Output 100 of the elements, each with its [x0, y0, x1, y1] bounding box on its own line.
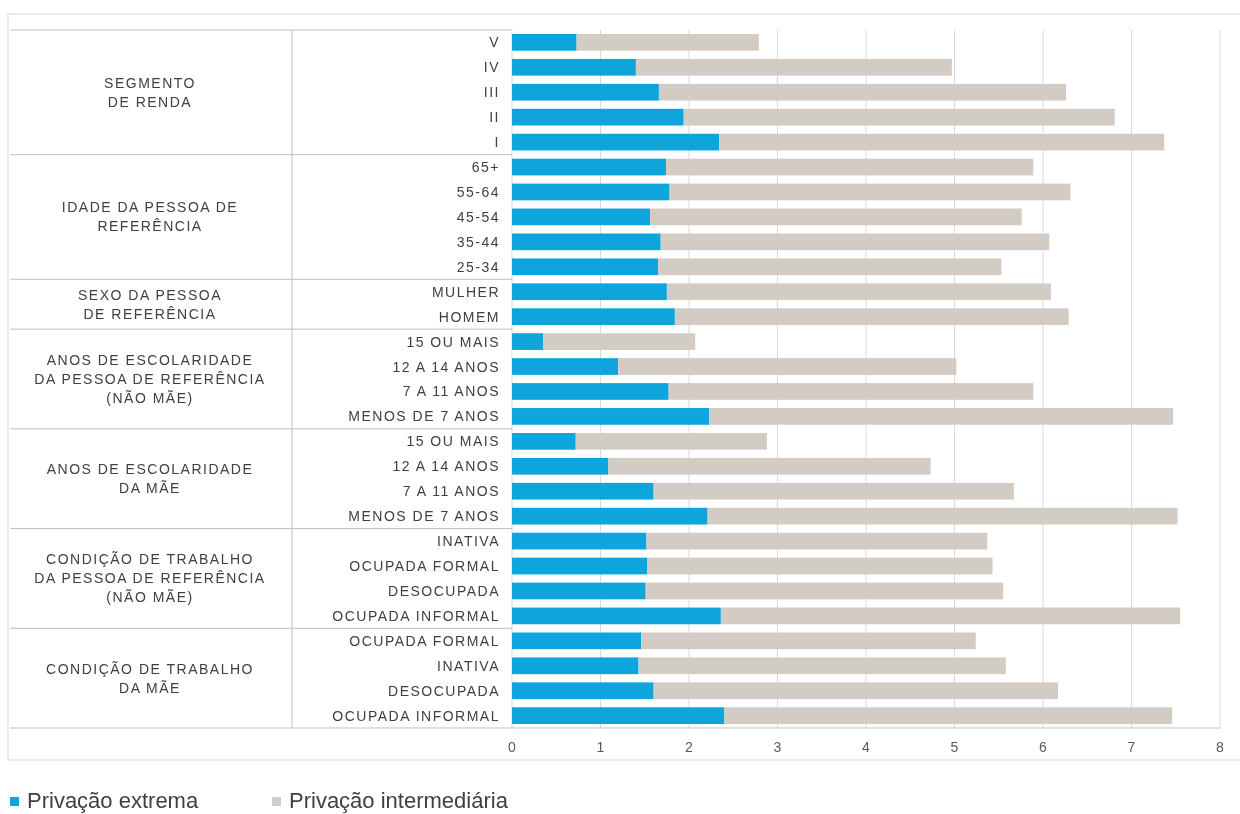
bar — [512, 532, 647, 550]
bar — [512, 607, 721, 625]
y-tick-label: I — [494, 134, 500, 151]
bar — [512, 408, 710, 425]
legend-label: Privação extrema — [27, 788, 199, 813]
y-tick-label: OCUPADA FORMAL — [349, 558, 500, 575]
bar — [608, 457, 931, 475]
bar — [647, 557, 993, 575]
bar — [512, 358, 619, 375]
x-tick-label: 8 — [1216, 739, 1225, 755]
x-tick-label: 1 — [596, 739, 605, 755]
bar — [645, 582, 1004, 600]
bar — [512, 383, 669, 400]
bar — [512, 58, 636, 76]
y-tick-label: 15 OU MAIS — [406, 333, 500, 350]
bar — [719, 133, 1165, 151]
x-tick-label: 7 — [1127, 739, 1136, 755]
bar — [512, 158, 666, 176]
y-tick-label: II — [489, 109, 500, 126]
y-tick-label: DESOCUPADA — [388, 682, 500, 699]
bar — [575, 432, 767, 450]
text: SEXO DA PESSOA DE REFERÊNCIA — [78, 286, 222, 322]
bar — [512, 308, 675, 326]
y-tick-label: V — [489, 34, 500, 51]
bar — [512, 457, 609, 475]
text: ANOS DE ESCOLARIDADE DA PESSOA DE REFERÊNCIA (NÃO MÃE) — [34, 352, 266, 406]
bar — [638, 657, 1006, 675]
y-tick-label: 12 A 14 ANOS — [392, 358, 500, 375]
bar — [512, 258, 659, 276]
x-tick-label: 4 — [862, 739, 871, 755]
bar — [646, 532, 988, 550]
y-tick-label: MENOS DE 7 ANOS — [348, 408, 500, 425]
text: ANOS DE ESCOLARIDADE DA MÃE — [46, 461, 254, 497]
bar — [512, 333, 543, 350]
y-tick-label: 7 A 11 ANOS — [402, 383, 500, 400]
bar — [512, 682, 654, 700]
x-tick-label: 6 — [1039, 739, 1048, 755]
bar — [658, 258, 1002, 276]
text: SEGMENTO DE RENDA — [104, 74, 196, 110]
y-tick-label: 35-44 — [456, 233, 500, 250]
bar — [641, 632, 976, 650]
y-tick-label: INATIVA — [437, 533, 500, 550]
y-tick-label: IV — [483, 59, 500, 76]
bar — [512, 133, 720, 151]
y-tick-label: 12 A 14 ANOS — [392, 458, 500, 475]
y-tick-label: 15 OU MAIS — [406, 433, 500, 450]
bar — [512, 83, 659, 101]
bar — [683, 108, 1115, 126]
text: IDADE DA PESSOA DE REFERÊNCIA — [61, 199, 239, 235]
bar — [512, 657, 639, 675]
y-tick-label: OCUPADA INFORMAL — [332, 607, 500, 624]
bar — [512, 233, 661, 251]
bar — [512, 283, 667, 301]
y-tick-label: 65+ — [471, 159, 500, 176]
y-tick-label: 45-54 — [456, 208, 500, 225]
bar — [709, 408, 1174, 425]
y-tick-label: INATIVA — [437, 657, 500, 674]
y-tick-label: III — [483, 84, 500, 101]
bar — [512, 507, 708, 525]
bar — [674, 308, 1069, 326]
bar — [650, 208, 1022, 226]
y-tick-label: OCUPADA INFORMAL — [332, 707, 500, 724]
bar — [512, 557, 648, 575]
bar — [720, 607, 1181, 625]
bar — [512, 33, 577, 51]
x-tick-label: 0 — [508, 739, 517, 755]
y-tick-label: MENOS DE 7 ANOS — [348, 508, 500, 525]
text: CONDIÇÃO DE TRABALHO DA PESSOA DE REFERÊNCIA (NÃO MÃE) — [34, 551, 266, 606]
bar — [512, 208, 651, 226]
bar — [669, 183, 1071, 201]
bar — [542, 333, 696, 350]
y-tick-label: DESOCUPADA — [388, 582, 500, 599]
y-tick-label: OCUPADA FORMAL — [349, 632, 500, 649]
bar — [512, 707, 725, 725]
y-tick-label: HOMEM — [438, 308, 500, 325]
bar — [512, 432, 576, 450]
bar — [512, 183, 670, 201]
bar — [660, 233, 1050, 251]
bar — [665, 158, 1034, 176]
x-tick-label: 3 — [773, 739, 782, 755]
bar — [512, 482, 654, 500]
bar — [653, 682, 1059, 700]
bar — [512, 632, 642, 650]
bar — [724, 707, 1173, 725]
bar — [576, 33, 759, 51]
bar — [512, 108, 684, 126]
bar — [512, 582, 646, 600]
bar — [668, 383, 1034, 400]
legend-label: Privação intermediária — [289, 788, 509, 813]
y-tick-label: MULHER — [431, 283, 500, 300]
bar — [666, 283, 1051, 301]
y-tick-label: 7 A 11 ANOS — [402, 483, 500, 500]
bar — [653, 482, 1014, 500]
x-tick-label: 2 — [685, 739, 694, 755]
bar — [658, 83, 1067, 101]
y-tick-label: 25-34 — [456, 258, 500, 275]
y-tick-label: 55-64 — [456, 183, 500, 200]
bar — [618, 358, 957, 375]
x-tick-label: 5 — [950, 739, 959, 755]
bar — [707, 507, 1178, 525]
